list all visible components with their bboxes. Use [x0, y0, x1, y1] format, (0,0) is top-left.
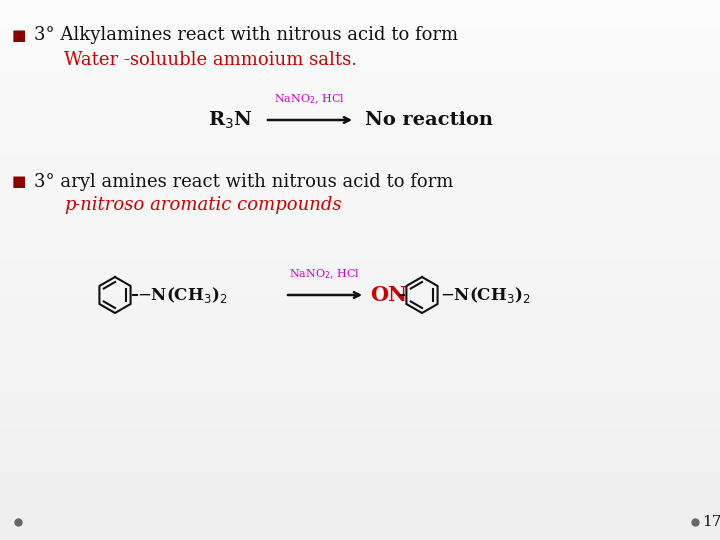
Text: -nitroso aromatic compounds: -nitroso aromatic compounds: [74, 196, 341, 214]
Text: NaNO$_2$, HCl: NaNO$_2$, HCl: [274, 92, 346, 106]
Text: R$_3$N: R$_3$N: [207, 109, 253, 131]
Text: No reaction: No reaction: [365, 111, 493, 129]
Text: ■: ■: [12, 174, 27, 190]
Text: 3° Alkylamines react with nitrous acid to form: 3° Alkylamines react with nitrous acid t…: [34, 26, 458, 44]
Text: Water -soluuble ammoium salts.: Water -soluuble ammoium salts.: [64, 51, 357, 69]
Text: $-$N(CH$_3$)$_2$: $-$N(CH$_3$)$_2$: [440, 285, 531, 305]
Text: $-$N(CH$_3$)$_2$: $-$N(CH$_3$)$_2$: [137, 285, 228, 305]
Text: p: p: [64, 196, 76, 214]
Text: ON: ON: [370, 285, 408, 305]
Text: ■: ■: [12, 28, 27, 43]
Text: NaNO$_2$, HCl: NaNO$_2$, HCl: [289, 267, 361, 281]
Text: 3° aryl amines react with nitrous acid to form: 3° aryl amines react with nitrous acid t…: [34, 173, 454, 191]
Text: 17: 17: [702, 515, 720, 529]
